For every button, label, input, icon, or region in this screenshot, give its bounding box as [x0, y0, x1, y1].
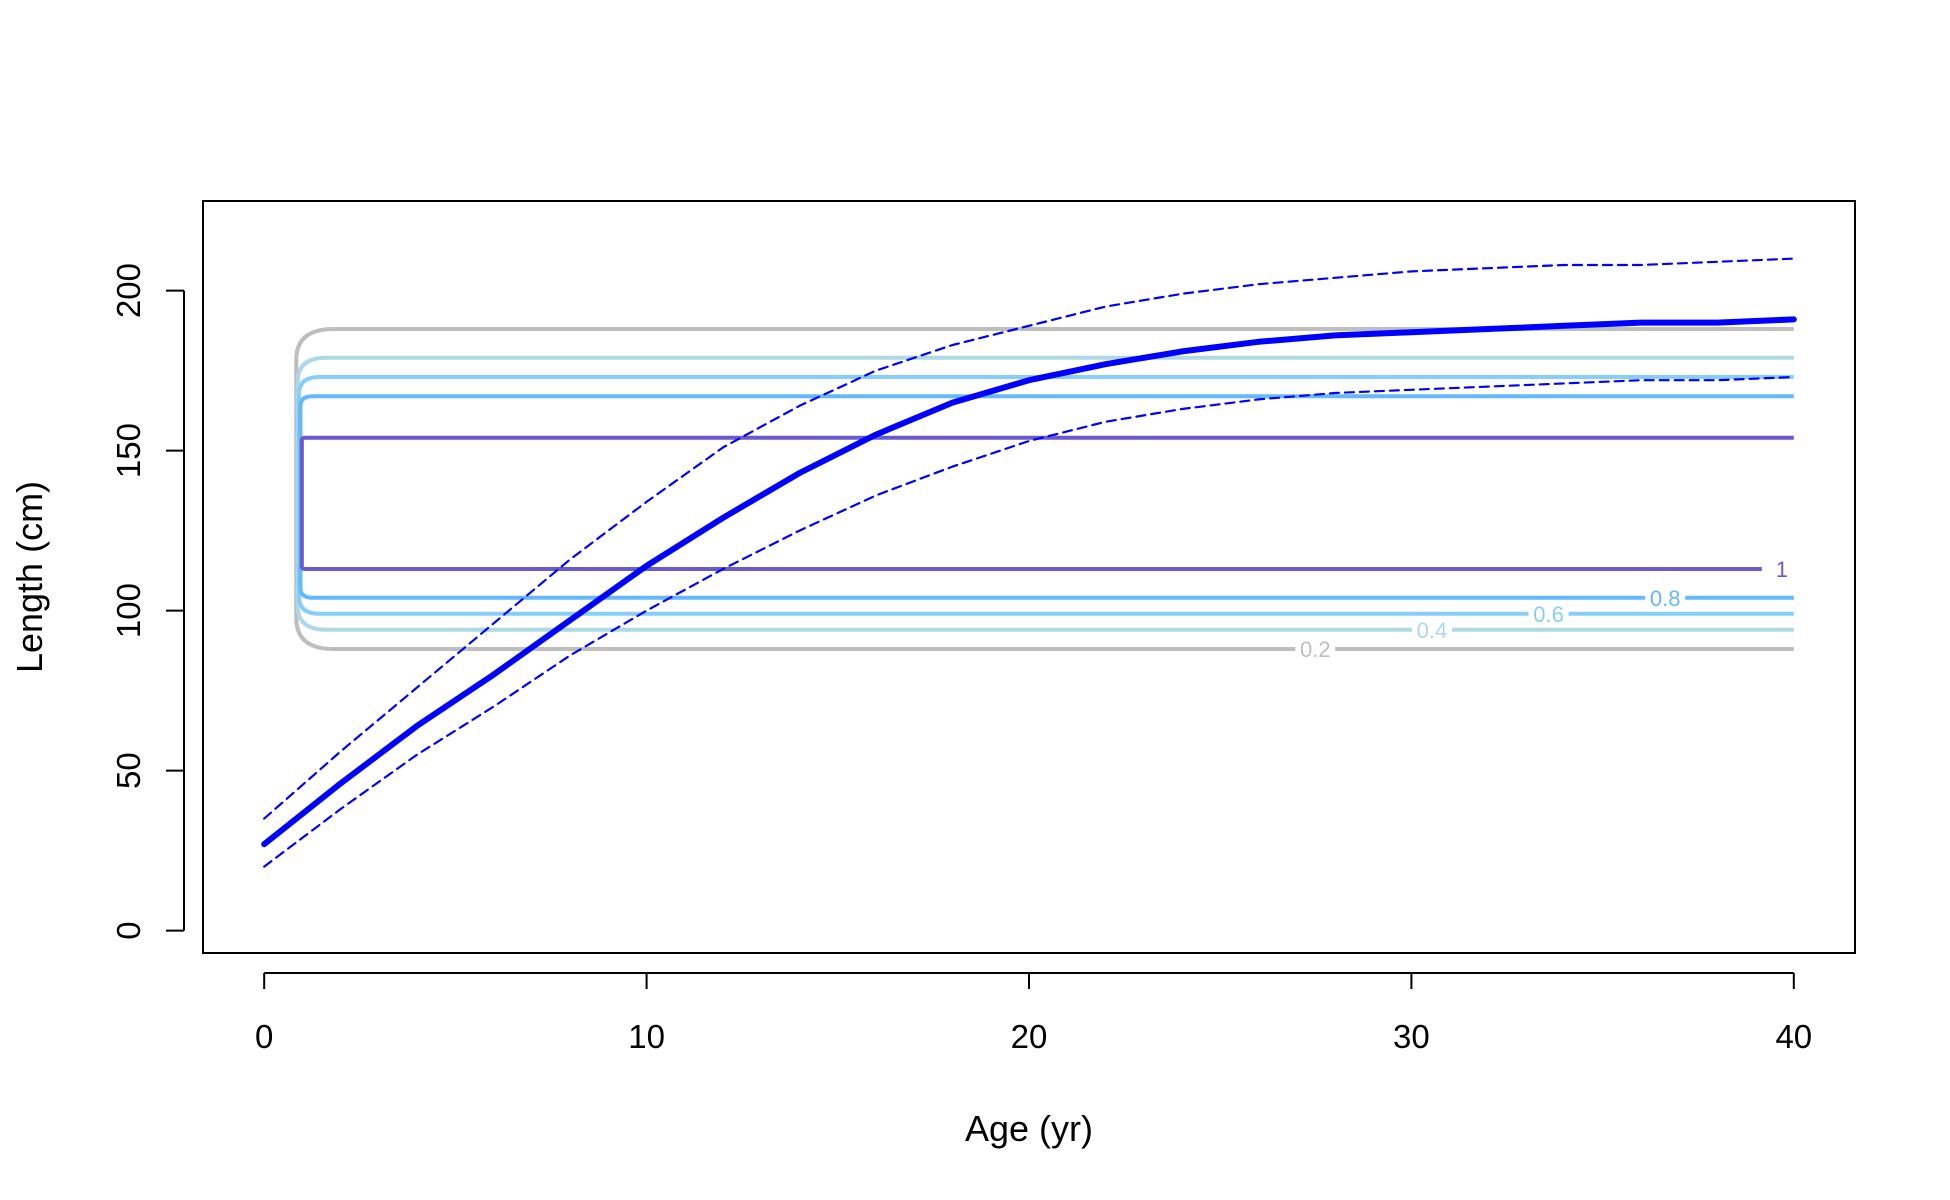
x-tick-label-40: 40: [1775, 1018, 1812, 1055]
contour-label-0-6: 0.6: [1533, 602, 1564, 627]
x-axis: 0 10 20 30 40: [255, 972, 1812, 1055]
contour-label-0-4: 0.4: [1417, 618, 1448, 643]
plot-frame: [202, 200, 1856, 954]
y-axis: 0 50 100 150 200: [110, 263, 185, 940]
x-tick-label-30: 30: [1393, 1018, 1430, 1055]
contour-label-bg-0-8: [1645, 585, 1686, 610]
x-tick-label-0: 0: [255, 1018, 273, 1055]
y-tick-label-150: 150: [110, 423, 147, 478]
growth-curve-mean: [261, 316, 1797, 848]
contour-label-bg-0-6: [1528, 601, 1569, 626]
contour-label-bg-0-2: [1295, 637, 1336, 661]
y-tick-label-0: 0: [110, 921, 147, 939]
contour-label-bg-0-4: [1411, 617, 1452, 642]
contour-label-0-8: 0.8: [1650, 586, 1681, 611]
contour-label-1: 1: [1776, 557, 1788, 582]
series-layer: [261, 257, 1797, 868]
contour-line-1: [299, 435, 1794, 571]
y-axis-label: Length (cm): [9, 481, 50, 673]
x-tick-label-20: 20: [1011, 1018, 1048, 1055]
y-tick-label-50: 50: [110, 752, 147, 789]
growth-curve-bound-1: [263, 257, 1795, 820]
x-axis-label: Age (yr): [965, 1108, 1093, 1149]
contour-label-bg-1: [1761, 557, 1802, 581]
contour-label-0-2: 0.2: [1300, 637, 1331, 662]
growth-curve-bound-2: [263, 375, 1795, 868]
contour-layer: 0.2 0.4 0.6 0.8 1: [294, 327, 1802, 662]
y-tick-label-100: 100: [110, 583, 147, 638]
x-tick-label-10: 10: [628, 1018, 665, 1055]
y-tick-label-200: 200: [110, 263, 147, 318]
